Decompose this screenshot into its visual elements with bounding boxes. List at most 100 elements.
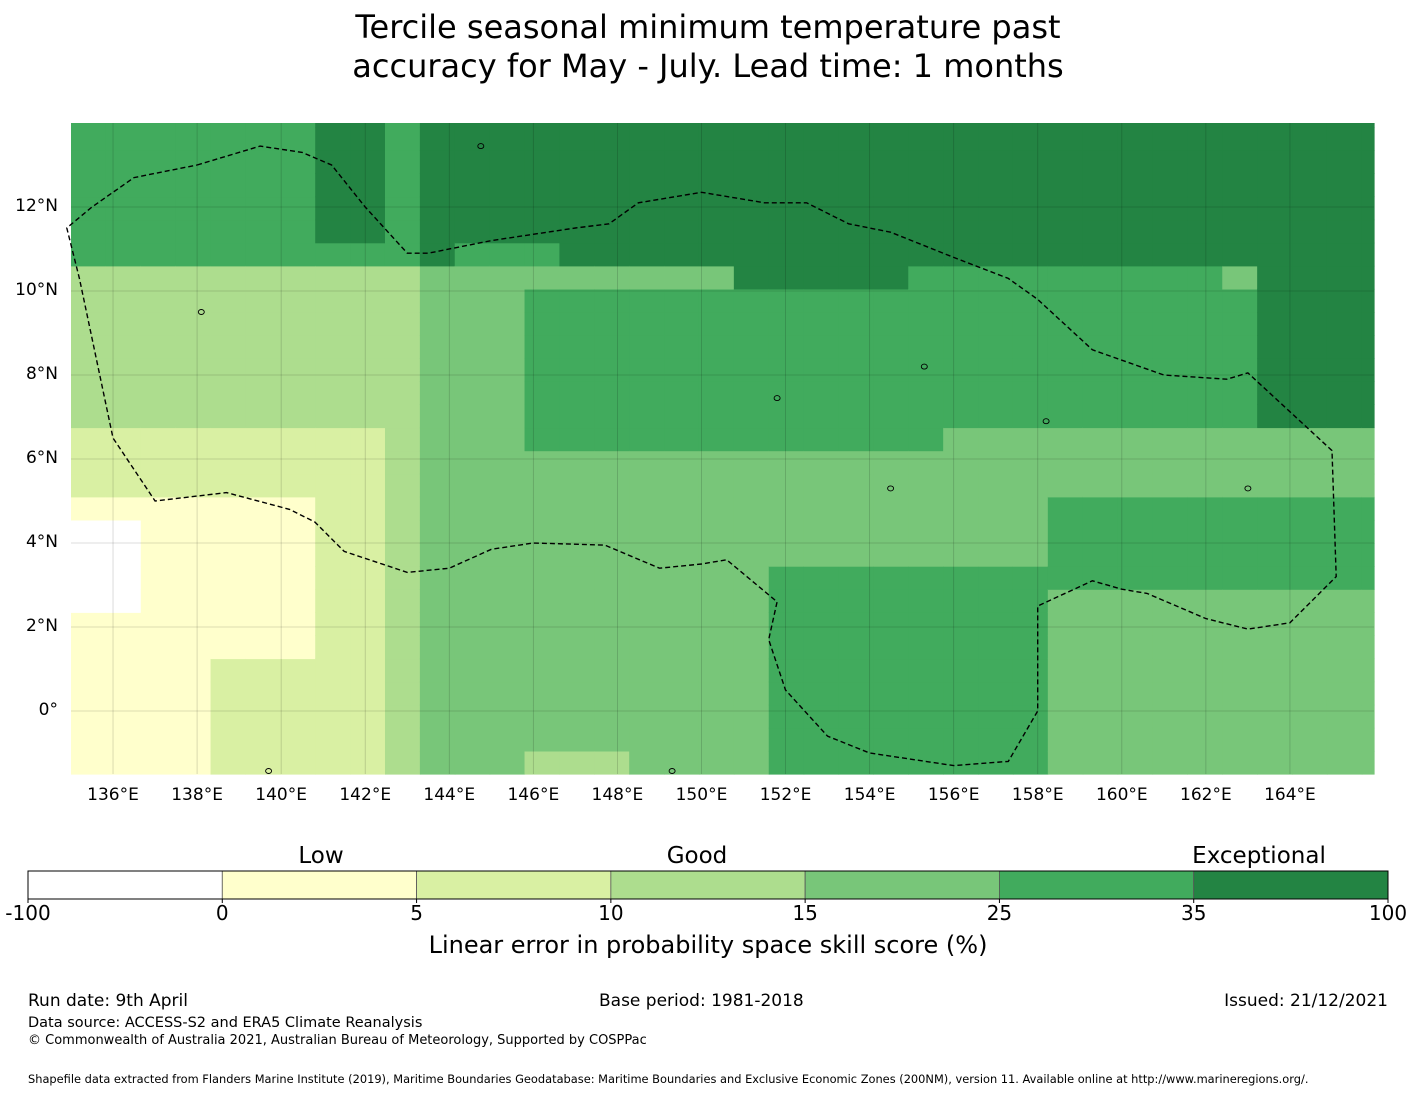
grid-cell [803, 704, 840, 729]
grid-cell [1257, 265, 1293, 290]
grid-cell [733, 635, 770, 660]
grid-cell [315, 288, 351, 313]
grid-cell [71, 750, 107, 775]
grid-cell [1082, 658, 1119, 683]
grid-cell [803, 473, 840, 498]
longitude-tick-label: 152°E [759, 785, 812, 805]
grid-cell [1082, 589, 1119, 613]
colorbar-bin [999, 870, 1195, 900]
grid-cell [1012, 381, 1049, 405]
grid-cell [1257, 150, 1293, 174]
grid-cell [768, 658, 805, 683]
base-period: Base period: 1981-2018 [599, 991, 804, 1011]
grid-cell [140, 612, 177, 636]
grid-cell [698, 123, 735, 128]
grid-cell [873, 658, 909, 683]
grid-cell [978, 358, 1014, 382]
colorbar-tick-label: 35 [1180, 901, 1207, 925]
grid-cell [210, 635, 247, 660]
grid-cell [1361, 612, 1375, 636]
grid-cell [1361, 519, 1375, 544]
grid-cell [873, 242, 909, 267]
grid-cell [1187, 265, 1223, 290]
longitude-tick-label: 148°E [591, 785, 644, 805]
grid-cell [1326, 358, 1363, 382]
grid-cell [1361, 589, 1375, 613]
grid-cell [489, 173, 526, 198]
grid-cell [733, 473, 770, 498]
grid-cell [1222, 519, 1258, 544]
grid-cell [1012, 312, 1049, 336]
grid-cell [175, 196, 212, 221]
grid-cell [280, 123, 316, 128]
grid-cell [384, 473, 421, 498]
grid-cell [1152, 450, 1188, 475]
grid-cell [350, 473, 386, 498]
grid-cell [140, 543, 177, 567]
grid-cell [1117, 473, 1154, 498]
grid-cell [175, 727, 212, 752]
grid-cell [384, 496, 421, 521]
longitude-tick-label: 154°E [843, 785, 896, 805]
grid-cell [838, 658, 874, 683]
grid-cell [1152, 358, 1188, 382]
grid-cell [1117, 566, 1154, 590]
grid-cell [384, 265, 421, 290]
grid-cell [978, 635, 1014, 660]
grid-cell [1222, 358, 1258, 382]
grid-cell [384, 404, 421, 429]
grid-cell [1257, 566, 1293, 590]
grid-cell [175, 519, 212, 544]
grid-cell [1012, 242, 1049, 267]
grid-cell [698, 150, 735, 174]
grid-cell [1222, 750, 1258, 775]
latitude-tick-label: 8°N [25, 364, 58, 384]
grid-cell [280, 288, 316, 313]
grid-cell [489, 473, 526, 498]
grid-cell [594, 358, 630, 382]
grid-cell [943, 219, 979, 244]
grid-cell [943, 589, 979, 613]
grid-cell [105, 127, 142, 151]
longitude-tick-label: 164°E [1264, 785, 1316, 805]
grid-cell [664, 589, 700, 613]
grid-cell [803, 727, 840, 752]
grid-cell [1012, 612, 1049, 636]
grid-cell [489, 543, 526, 567]
grid-cell [245, 127, 281, 151]
grid-cell [1222, 658, 1258, 683]
grid-cell [733, 750, 770, 775]
grid-cell [629, 727, 665, 752]
grid-cell [908, 196, 944, 221]
grid-cell [559, 173, 595, 198]
grid-cell [350, 612, 386, 636]
grid-cell [594, 150, 630, 174]
grid-cell [664, 612, 700, 636]
grid-cell [1292, 242, 1328, 267]
grid-cell [1187, 450, 1223, 475]
colorbar-bin [221, 870, 417, 900]
grid-cell [1012, 123, 1049, 128]
grid-cell [210, 566, 247, 590]
grid-cell [733, 519, 770, 544]
grid-cell [943, 496, 979, 521]
grid-cell [698, 219, 735, 244]
longitude-tick-label: 140°E [255, 785, 308, 805]
longitude-tick-label: 146°E [507, 785, 560, 805]
grid-cell [664, 635, 700, 660]
grid-cell [489, 612, 526, 636]
grid-cell [1152, 750, 1188, 775]
grid-cell [384, 127, 421, 151]
grid-cell [1152, 381, 1188, 405]
grid-cell [1152, 496, 1188, 521]
grid-cell [838, 150, 874, 174]
grid-cell [1047, 312, 1084, 336]
grid-cell [210, 127, 247, 151]
grid-cell [1047, 589, 1084, 613]
grid-cell [594, 219, 630, 244]
grid-cell [1047, 335, 1084, 359]
grid-cell [1361, 150, 1375, 174]
grid-cell [733, 566, 770, 590]
grid-cell [1257, 727, 1293, 752]
grid-cell [943, 288, 979, 313]
